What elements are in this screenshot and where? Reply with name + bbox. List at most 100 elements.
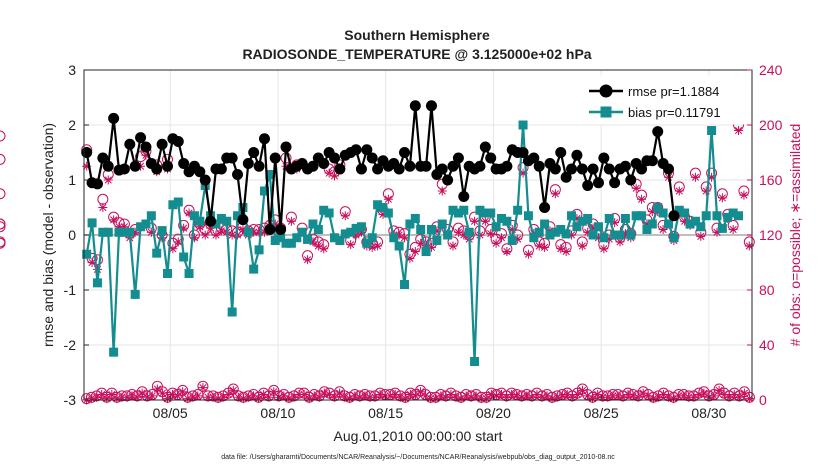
rmse-point (592, 177, 604, 189)
obs-assimilated-point (599, 244, 609, 254)
bottom-assimilated-point (319, 388, 329, 398)
bottom-assimilated-point (719, 390, 729, 399)
rmse-point (269, 152, 281, 164)
x-tick-label: 08/05 (153, 405, 188, 421)
bottom-assimilated-point (243, 392, 253, 402)
bottom-assimilated-point (658, 390, 668, 399)
bottom-assimilated-point (502, 392, 512, 402)
rmse-point (533, 160, 545, 172)
obs-assimilated-point (383, 194, 393, 204)
obs-assimilated-point (92, 264, 102, 274)
bias-point (674, 205, 684, 215)
bottom-assimilated-point (208, 392, 218, 402)
rmse-point (576, 163, 588, 175)
rmse-point (97, 152, 109, 164)
bias-point (685, 219, 695, 229)
bottom-assimilated-point (653, 392, 663, 402)
bias-point (470, 357, 480, 366)
bottom-assimilated-point (593, 390, 603, 399)
rmse-point (194, 166, 206, 178)
bottom-assimilated-point (618, 392, 628, 402)
obs-assimilated-point (615, 237, 625, 247)
bias-point (114, 227, 124, 237)
obs-assimilated-point (114, 222, 124, 232)
bottom-assimilated-point (375, 390, 385, 399)
bias-point (707, 126, 717, 135)
bottom-assimilated-point (456, 394, 466, 404)
bias-point (599, 233, 609, 243)
rmse-point (366, 152, 378, 164)
obs-assimilated-point (227, 230, 237, 240)
bottom-assimilated-point (633, 392, 643, 402)
rmse-series (81, 100, 680, 235)
bias-point (491, 222, 501, 232)
rmse-point (242, 158, 254, 169)
obs-assimilated-point (400, 233, 410, 243)
rmse-point (350, 144, 362, 156)
x-tick-label: 08/10 (260, 405, 295, 421)
bottom-assimilated-point (598, 392, 608, 402)
bias-point (335, 236, 345, 245)
bottom-assimilated-point (385, 391, 395, 401)
bottom-assimilated-point (491, 391, 501, 401)
bias-point (168, 200, 178, 210)
bias-point (620, 214, 630, 223)
obs-assimilated-point (550, 189, 560, 199)
obs-assimilated-point (313, 241, 323, 251)
bottom-assimilated-point (486, 390, 496, 399)
bias-point (556, 225, 566, 234)
bottom-assimilated-point (198, 383, 208, 393)
bottom-assimilated-point (269, 387, 279, 397)
obs-assimilated-point (179, 223, 189, 233)
bias-point (378, 203, 388, 212)
bottom-assimilated-point (532, 390, 542, 399)
rmse-point (458, 191, 470, 202)
bias-point (184, 269, 194, 278)
rmse-point (571, 149, 583, 161)
obs-possible-point (0, 153, 6, 165)
bias-point (195, 216, 205, 226)
obs-assimilated-point (141, 150, 151, 160)
rmse-point (232, 169, 244, 180)
bottom-assimilated-point (330, 392, 339, 402)
bottom-assimilated-point (410, 391, 420, 401)
obs-assimilated-point (637, 194, 647, 204)
bottom-assimilated-point (709, 391, 719, 401)
rmse-point (318, 158, 330, 169)
bottom-assimilated-point (360, 391, 370, 401)
rmse-point (156, 138, 168, 150)
chart-title: Southern Hemisphere (344, 27, 490, 43)
left-tick-label: 1 (68, 172, 76, 188)
chart-subtitle: RADIOSONDE_TEMPERATURE @ 3.125000e+02 hP… (242, 46, 591, 62)
rmse-point (598, 152, 610, 164)
obs-assimilated-point (416, 238, 426, 248)
bias-point (658, 208, 668, 218)
bottom-assimilated-point (183, 394, 193, 404)
bottom-assimilated-point (314, 392, 324, 402)
obs-assimilated-point (610, 218, 620, 228)
obs-assimilated-point (453, 227, 463, 237)
footnote: data file: /Users/gharamti/Documents/NCA… (221, 454, 615, 461)
obs-assimilated-point (410, 247, 420, 256)
bottom-assimilated-point (107, 390, 117, 399)
bottom-assimilated-point (380, 391, 390, 401)
bias-point (669, 233, 679, 243)
obs-assimilated-point (739, 190, 749, 200)
obs-assimilated-point (303, 255, 313, 265)
bottom-assimilated-point (87, 394, 97, 404)
rmse-point (452, 152, 464, 164)
rmse-point (399, 147, 411, 158)
left-axis-ticks: -3 -2 -1 0 1 2 3 (64, 62, 89, 408)
bias-point (157, 226, 167, 236)
rmse-point (636, 163, 648, 175)
rmse-point (582, 180, 594, 191)
obs-assimilated-point (696, 231, 706, 241)
rmse-point (409, 100, 421, 112)
rmse-point (355, 163, 367, 175)
obs-assimilated-point (109, 215, 119, 225)
obs-assimilated-point (690, 172, 700, 182)
bias-point (103, 227, 113, 237)
bottom-assimilated-point (466, 392, 476, 402)
bottom-assimilated-point (400, 394, 410, 404)
bottom-assimilated-point (294, 390, 304, 399)
